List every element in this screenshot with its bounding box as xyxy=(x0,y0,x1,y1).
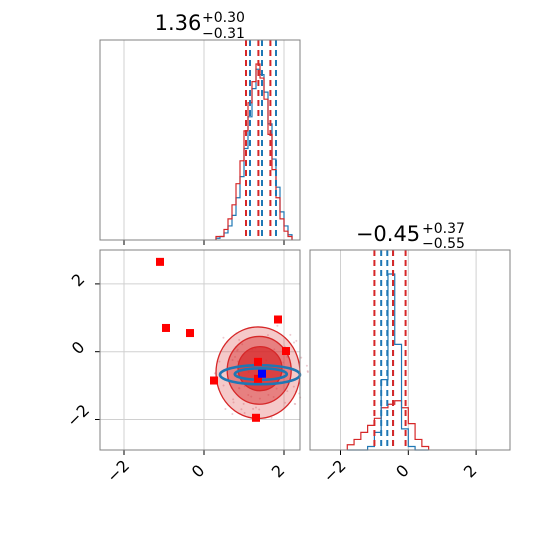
sample-point xyxy=(266,334,269,337)
sample-point xyxy=(275,387,278,390)
tick-label-x: −2 xyxy=(103,456,133,486)
sample-point xyxy=(292,385,295,388)
title-param-2-main: −0.45 xyxy=(356,222,420,246)
sample-point xyxy=(270,416,273,419)
tick-label-x: 0 xyxy=(188,461,209,482)
marker-red-square xyxy=(282,347,290,356)
sample-point xyxy=(231,413,234,416)
sample-point xyxy=(258,408,261,411)
sample-point xyxy=(243,411,246,414)
tick-label-x: 0 xyxy=(392,461,413,482)
marker-red-square xyxy=(186,329,194,338)
marker-red-square xyxy=(210,376,218,385)
tick-label-y: 0 xyxy=(68,337,89,358)
sample-point xyxy=(267,393,270,396)
tick-label-x: 2 xyxy=(460,461,481,482)
sample-point xyxy=(232,398,235,401)
sample-point xyxy=(222,336,225,339)
sample-point xyxy=(276,324,279,327)
marker-red-square xyxy=(162,323,170,332)
panel-frame xyxy=(99,249,301,451)
sample-point xyxy=(272,396,275,399)
sample-point xyxy=(238,387,241,390)
panel-hist-param-1 xyxy=(99,39,301,245)
sample-point xyxy=(295,339,298,342)
title-param-2-minus: −0.55 xyxy=(422,236,465,252)
sample-point xyxy=(235,372,238,375)
sample-point xyxy=(238,338,241,341)
sample-point xyxy=(247,393,250,396)
sample-point xyxy=(250,395,253,398)
title-param-2-plus: +0.37 xyxy=(422,221,465,237)
sample-point xyxy=(306,370,309,373)
hist-series-red xyxy=(215,63,293,240)
sample-point xyxy=(224,408,227,411)
sample-point xyxy=(218,360,221,363)
sample-point xyxy=(241,343,244,346)
sample-point xyxy=(240,408,243,411)
sample-point xyxy=(254,406,257,409)
sample-point xyxy=(242,402,245,405)
sample-point xyxy=(236,348,239,351)
sample-point xyxy=(293,341,296,344)
sample-point xyxy=(252,407,255,410)
sample-point xyxy=(300,356,303,359)
tick-label-y: −2 xyxy=(63,401,93,431)
sample-point xyxy=(305,364,308,367)
marker-red-square xyxy=(254,374,262,383)
marker-red-square xyxy=(156,257,164,266)
tick-label-x: −2 xyxy=(320,456,350,486)
sample-point xyxy=(294,403,297,406)
tick-label-y: 2 xyxy=(68,270,89,291)
panel-frame xyxy=(99,39,301,241)
sample-point xyxy=(234,355,237,358)
panel-scatter-2d: −2 0 2 −2 0 2 xyxy=(63,249,309,486)
sample-point xyxy=(286,390,289,393)
sample-point xyxy=(222,384,225,387)
sample-point xyxy=(273,348,276,351)
title-param-1-minus: −0.31 xyxy=(202,26,245,42)
marker-red-square xyxy=(252,413,260,422)
sample-point xyxy=(232,401,235,404)
sample-point xyxy=(282,361,285,364)
panel-hist-param-2: −2 0 2 xyxy=(309,249,511,486)
title-param-1-main: 1.36 xyxy=(155,11,202,35)
title-param-1: 1.36 xyxy=(155,11,202,35)
sample-point xyxy=(258,397,261,400)
sample-point xyxy=(289,333,292,336)
sample-point xyxy=(231,359,234,362)
marker-red-square xyxy=(254,357,262,366)
marker-blue-square xyxy=(258,369,266,378)
tick-label-x: 2 xyxy=(268,461,289,482)
title-param-1-plus: +0.30 xyxy=(202,10,245,26)
sample-point xyxy=(284,401,287,404)
marker-red-square xyxy=(274,315,282,324)
panel-frame xyxy=(309,249,511,451)
